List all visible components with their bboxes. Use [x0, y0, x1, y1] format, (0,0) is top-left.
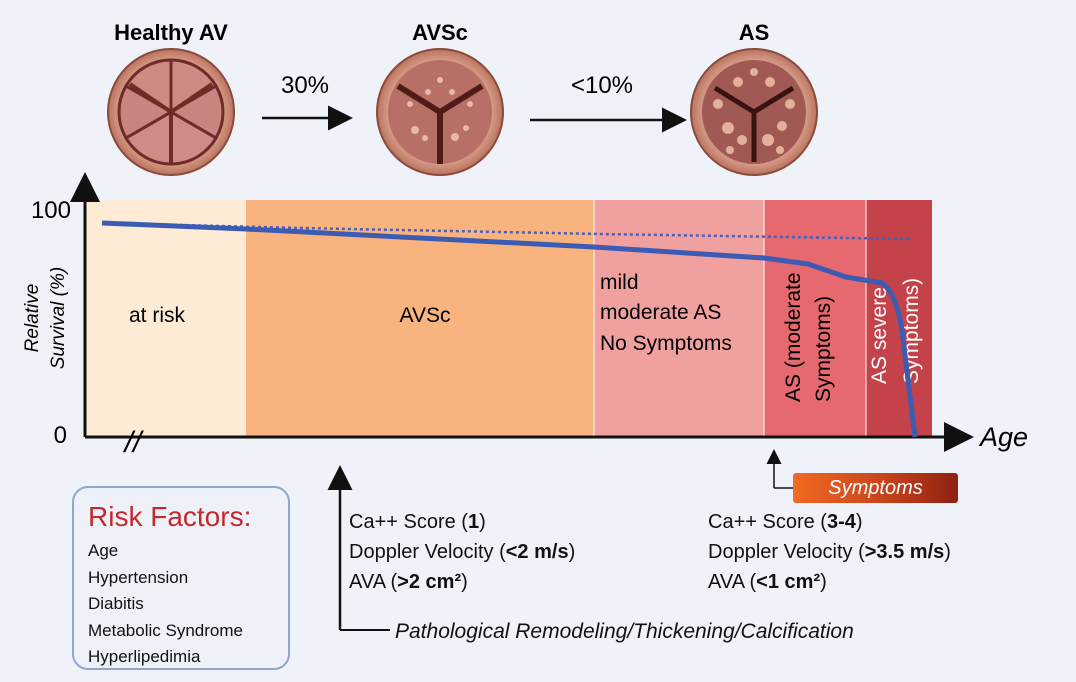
- y-axis-label-1: Relative: [22, 284, 43, 353]
- zone-label-mild-3: No Symptoms: [600, 332, 732, 355]
- symptoms-badge: Symptoms: [793, 473, 958, 503]
- zone-label-as-moderate-1: AS (moderate: [782, 272, 805, 402]
- risk-factor-item: Diabitis: [88, 594, 144, 613]
- risk-factor-item: Age: [88, 541, 119, 560]
- risk-factor-item: Hyperlipedimia: [88, 647, 201, 666]
- criteria-late-ava: AVA (<1 cm²): [708, 571, 827, 593]
- valve-title-as: AS: [739, 20, 770, 45]
- zone-label-avsc: AVSc: [400, 304, 451, 327]
- y-axis-label-2: Survival (%): [48, 267, 69, 369]
- transition-label-1: 30%: [281, 72, 329, 99]
- expected-survival-dotted-line: [101, 221, 911, 241]
- criteria-late-doppler: Doppler Velocity (>3.5 m/s): [708, 541, 951, 563]
- criteria-late: Ca++ Score (3-4) Doppler Velocity (>3.5 …: [708, 507, 951, 597]
- risk-factor-item: Metabolic Syndrome: [88, 620, 243, 640]
- y-tick-100: 100: [31, 197, 71, 224]
- zone-label-at-risk: at risk: [129, 304, 186, 327]
- as-valve-icon: [690, 48, 818, 176]
- healthy-valve-icon: [107, 48, 235, 176]
- criteria-early: Ca++ Score (1) Doppler Velocity (<2 m/s)…: [349, 507, 575, 597]
- y-tick-0: 0: [54, 422, 67, 449]
- criteria-early-ca-score: Ca++ Score (1): [349, 511, 486, 533]
- x-axis-label: Age: [978, 422, 1028, 452]
- pathology-label: Pathological Remodeling/Thickening/Calci…: [395, 620, 854, 643]
- risk-factors-title: Risk Factors:: [88, 501, 252, 532]
- criteria-early-doppler: Doppler Velocity (<2 m/s): [349, 541, 576, 563]
- valve-title-avsc: AVSc: [412, 20, 468, 45]
- criteria-late-ca-score: Ca++ Score (3-4): [708, 511, 863, 533]
- avsc-valve-icon: [376, 48, 504, 176]
- risk-factors-box: Risk Factors: Age Hypertension Diabitis …: [72, 486, 290, 670]
- axis-break-mark: //: [123, 426, 144, 459]
- criteria-early-ava: AVA (>2 cm²): [349, 571, 468, 593]
- zone-as-moderate: [764, 200, 866, 437]
- zone-mild-moderate: [594, 200, 764, 437]
- zone-at-risk: [86, 200, 246, 437]
- zone-label-mild-1: mild: [600, 271, 639, 294]
- zone-label-as-severe-1: AS severe: [868, 287, 891, 384]
- risk-factor-item: Hypertension: [88, 567, 189, 587]
- transition-label-2: <10%: [571, 72, 633, 99]
- zone-label-as-moderate-2: Symptoms): [812, 296, 835, 402]
- relative-survival-line: [101, 220, 918, 438]
- zone-label-mild-2: moderate AS: [600, 301, 721, 324]
- valve-title-healthy: Healthy AV: [114, 20, 228, 45]
